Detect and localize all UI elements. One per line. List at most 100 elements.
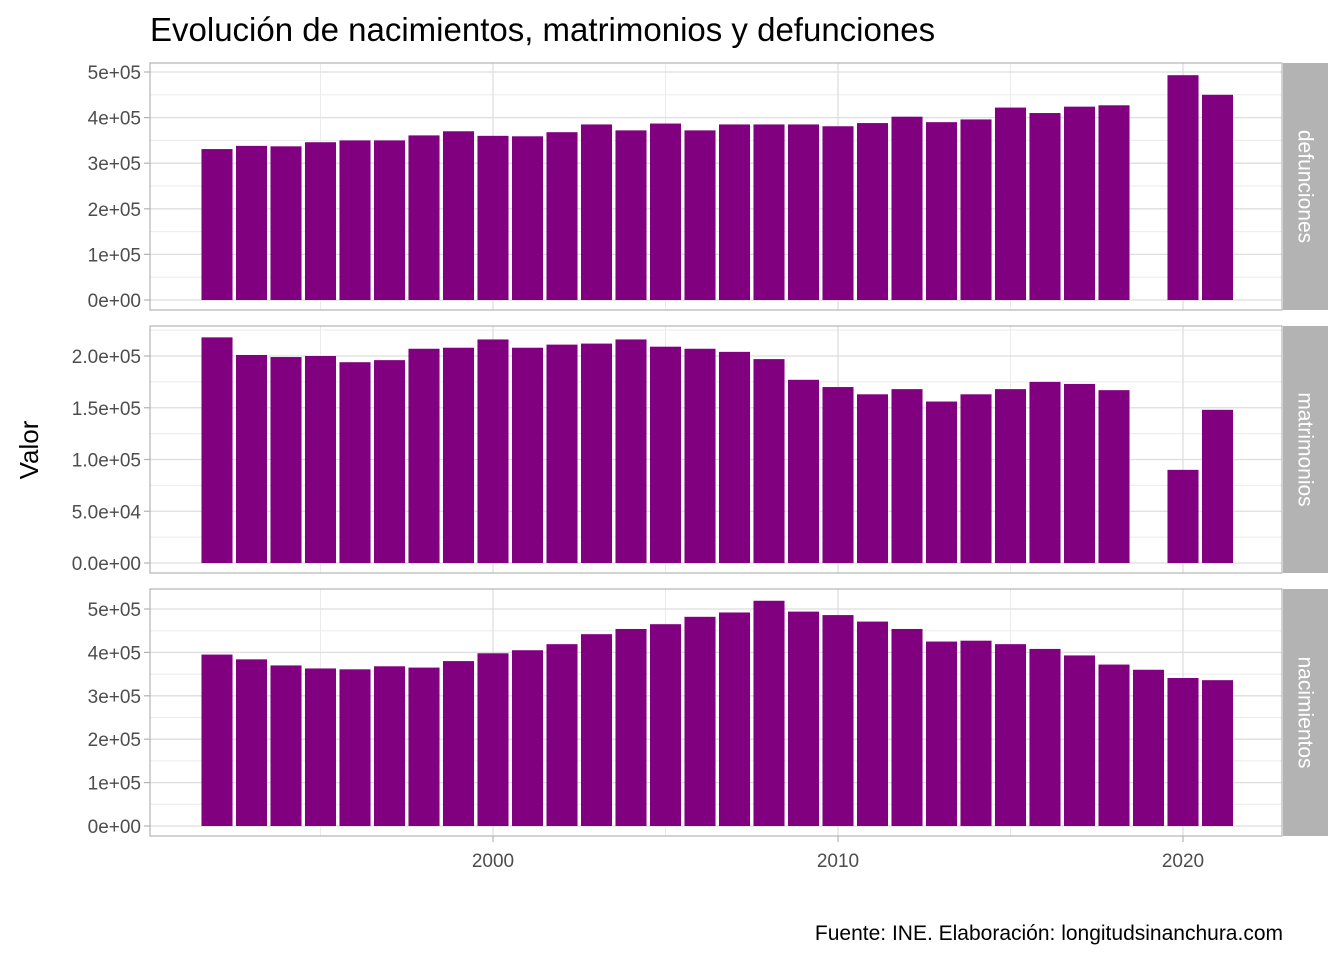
bar-nacimientos-2019 xyxy=(1098,664,1130,826)
bar-matrimonios-2003 xyxy=(546,344,578,563)
bar-matrimonios-2019 xyxy=(1098,390,1130,563)
bar-defunciones-2007 xyxy=(684,130,716,300)
bar-nacimientos-2003 xyxy=(546,644,578,826)
y-tick-label: 0e+00 xyxy=(88,817,141,838)
bar-nacimientos-2008 xyxy=(718,612,751,826)
y-tick-label: 0.0e+00 xyxy=(72,554,141,575)
y-tick-label: 3e+05 xyxy=(88,687,141,708)
bar-defunciones-2016 xyxy=(994,107,1027,301)
bar-matrimonios-2018 xyxy=(1063,383,1096,563)
bar-matrimonios-1996 xyxy=(304,356,337,563)
bar-nacimientos-1995 xyxy=(270,665,302,826)
bar-nacimientos-2002 xyxy=(511,650,544,826)
bar-nacimientos-2018 xyxy=(1063,655,1096,826)
x-axis: 2000 2010 2020 xyxy=(472,836,1204,872)
y-tick-label: 2.0e+05 xyxy=(72,347,141,368)
facet-strip-nacimientos xyxy=(1283,589,1328,836)
bar-nacimientos-2015 xyxy=(960,640,992,826)
bar-defunciones-1996 xyxy=(304,142,337,300)
bar-defunciones-2012 xyxy=(856,123,889,301)
facet-strip-label: nacimientos xyxy=(1294,656,1317,768)
bar-nacimientos-2000 xyxy=(442,661,475,826)
facet-strip-label: defunciones xyxy=(1294,130,1317,243)
y-tick-label: 1.5e+05 xyxy=(72,399,141,420)
bar-matrimonios-2006 xyxy=(649,346,682,563)
bar-matrimonios-2007 xyxy=(684,348,716,563)
bar-matrimonios-2013 xyxy=(891,389,923,563)
y-tick-label: 1e+05 xyxy=(88,245,141,266)
y-tick-label: 4e+05 xyxy=(88,109,141,130)
bar-nacimientos-2021 xyxy=(1167,678,1199,826)
bar-matrimonios-1994 xyxy=(235,354,268,563)
bar-nacimientos-2012 xyxy=(856,621,889,826)
bar-nacimientos-2001 xyxy=(477,653,509,826)
y-tick-label: 0e+00 xyxy=(88,291,141,312)
bar-matrimonios-2005 xyxy=(615,339,647,563)
bar-defunciones-2018 xyxy=(1063,106,1096,300)
bar-defunciones-2000 xyxy=(442,131,475,300)
bar-matrimonios-2014 xyxy=(925,401,958,563)
bar-nacimientos-2011 xyxy=(822,615,854,826)
y-axis-label: Valor xyxy=(14,420,44,479)
bar-defunciones-2008 xyxy=(718,124,751,300)
bar-defunciones-2006 xyxy=(649,123,682,300)
panel-defunciones: 0e+00 1e+05 2e+05 3e+05 4e+05 5e+05 defuncione… xyxy=(88,62,1328,312)
bar-defunciones-2004 xyxy=(580,124,613,300)
panel-nacimientos: 0e+00 1e+05 2e+05 3e+05 4e+05 5e+05 nacimiento… xyxy=(88,588,1328,838)
x-tick-label: 2020 xyxy=(1162,851,1204,872)
bar-nacimientos-2020 xyxy=(1132,669,1165,826)
bar-defunciones-2013 xyxy=(891,116,923,300)
bar-matrimonios-1997 xyxy=(339,362,371,563)
bar-nacimientos-1998 xyxy=(373,666,406,826)
panels-group: 0e+00 1e+05 2e+05 3e+05 4e+05 5e+05 defuncione… xyxy=(72,62,1328,838)
bar-nacimientos-1997 xyxy=(339,669,371,826)
bar-defunciones-2001 xyxy=(477,135,509,300)
bar-matrimonios-1999 xyxy=(408,348,440,563)
bar-matrimonios-2016 xyxy=(994,389,1027,563)
panel-border xyxy=(149,62,1283,311)
bar-defunciones-2017 xyxy=(1029,113,1061,300)
facet-strip-matrimonios xyxy=(1283,326,1328,573)
facet-strip-defunciones xyxy=(1283,63,1328,310)
bar-nacimientos-2022 xyxy=(1201,680,1234,826)
y-tick-label: 2e+05 xyxy=(88,730,141,751)
bar-nacimientos-2013 xyxy=(891,628,923,826)
panel-border xyxy=(149,588,1283,837)
bar-matrimonios-1993 xyxy=(201,337,233,563)
panel-border xyxy=(149,325,1283,574)
panel-matrimonios: 0.0e+00 5.0e+04 1.0e+05 1.5e+05 2.0e+05 matri… xyxy=(72,325,1328,575)
bar-defunciones-1999 xyxy=(408,135,440,300)
bar-nacimientos-1996 xyxy=(304,668,337,826)
bar-defunciones-2015 xyxy=(960,119,992,300)
bar-nacimientos-2009 xyxy=(753,600,785,826)
bar-nacimientos-2006 xyxy=(649,624,682,826)
bar-matrimonios-2010 xyxy=(787,379,820,563)
y-tick-label: 2e+05 xyxy=(88,200,141,221)
bar-defunciones-2005 xyxy=(615,130,647,300)
y-tick-label: 4e+05 xyxy=(88,643,141,664)
bar-matrimonios-2017 xyxy=(1029,381,1061,563)
y-tick-label: 5.0e+04 xyxy=(72,502,142,523)
bar-defunciones-1997 xyxy=(339,140,371,300)
bar-defunciones-1998 xyxy=(373,140,406,300)
bar-matrimonios-2002 xyxy=(511,347,544,563)
bar-nacimientos-2016 xyxy=(994,644,1027,826)
bar-matrimonios-2015 xyxy=(960,394,992,563)
bar-nacimientos-2004 xyxy=(580,634,613,826)
bar-matrimonios-2000 xyxy=(442,347,475,563)
bar-defunciones-2010 xyxy=(787,124,820,300)
y-tick-label: 5e+05 xyxy=(88,600,141,621)
chart-caption: Fuente: INE. Elaboración: longitudsinanc… xyxy=(815,922,1283,945)
bar-nacimientos-2017 xyxy=(1029,648,1061,826)
bar-defunciones-1994 xyxy=(235,145,268,300)
bar-matrimonios-2008 xyxy=(718,351,751,563)
bar-matrimonios-2001 xyxy=(477,339,509,563)
bar-defunciones-2019 xyxy=(1098,105,1130,301)
bar-defunciones-2002 xyxy=(511,136,544,300)
bar-matrimonios-2009 xyxy=(753,359,785,563)
facet-strip-label: matrimonios xyxy=(1294,392,1317,506)
bar-defunciones-2021 xyxy=(1167,75,1199,300)
bar-matrimonios-1995 xyxy=(270,357,302,563)
